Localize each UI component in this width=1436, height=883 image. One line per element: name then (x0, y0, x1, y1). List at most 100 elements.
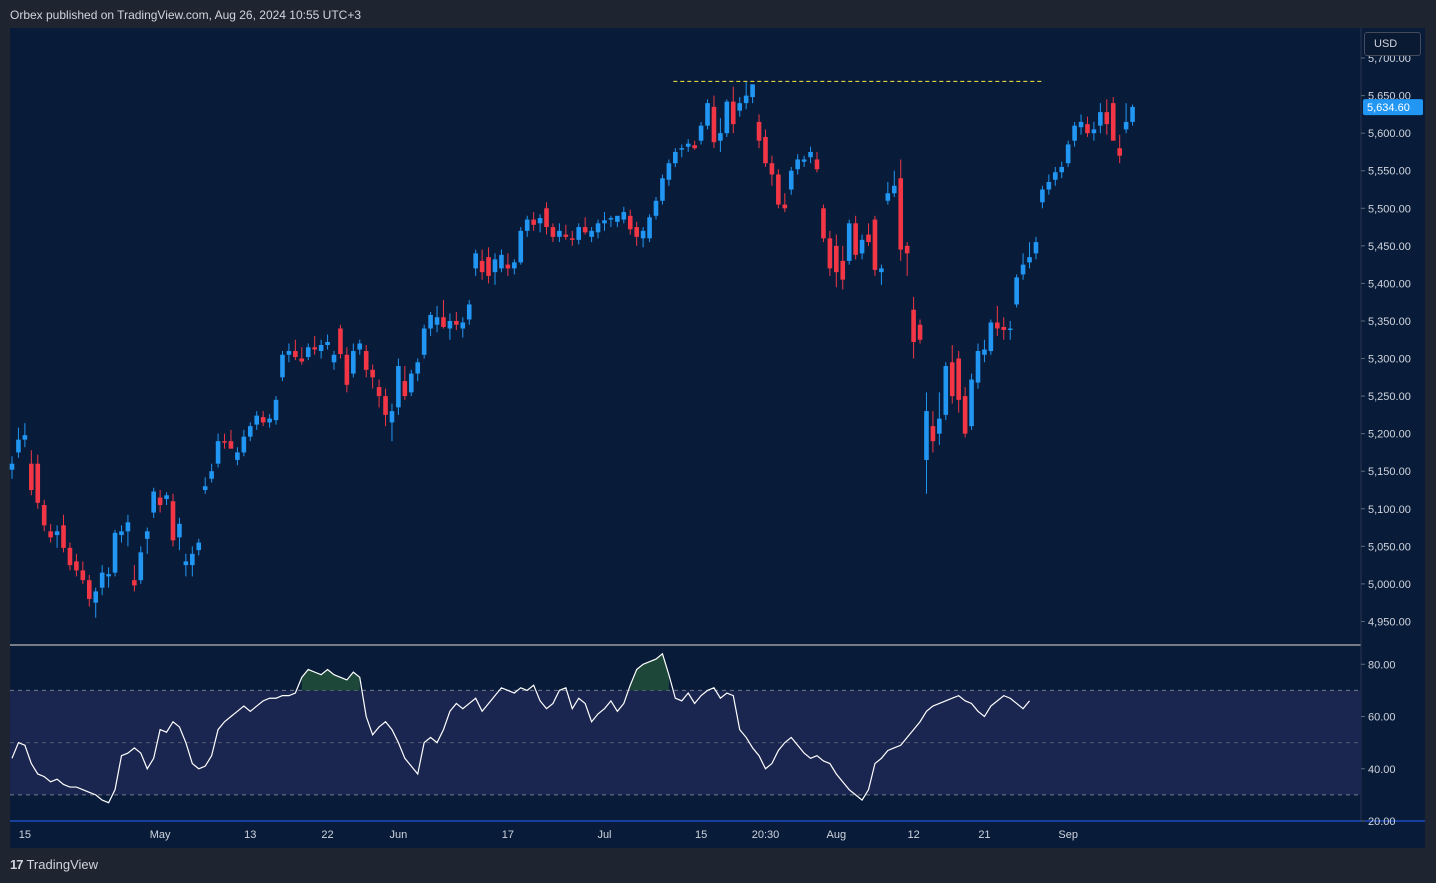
candle-body (280, 354, 285, 378)
candle-body (589, 230, 594, 237)
candle-body (157, 497, 163, 506)
candle-body (737, 103, 743, 111)
candle-body (1033, 242, 1039, 254)
price-pane (10, 28, 1361, 644)
candle-body (1123, 121, 1129, 130)
time-axis (10, 821, 1425, 848)
candle-body (891, 185, 897, 194)
candle-body (460, 322, 466, 329)
candle-body (995, 322, 1000, 329)
candle-body (338, 328, 343, 355)
candle-body (1117, 148, 1122, 156)
candle-body (486, 257, 491, 276)
time-tick-label: Jun (390, 829, 408, 841)
rsi-overbought-fill (301, 669, 360, 691)
candle-body (344, 354, 350, 385)
rsi-tick-label: 60.00 (1368, 712, 1396, 724)
candle-body (788, 170, 794, 190)
candle-body (634, 227, 639, 237)
candle-body (904, 245, 910, 254)
candle-body (479, 260, 485, 273)
candle-body (975, 351, 981, 383)
candle-body (447, 320, 453, 329)
candle-body (9, 463, 15, 470)
candle-body (499, 254, 504, 269)
candle-body (202, 486, 208, 490)
candle-body (827, 238, 833, 269)
candle-body (673, 151, 678, 164)
candle-body (61, 525, 66, 548)
candle-body (924, 411, 929, 460)
candle-body (724, 101, 730, 134)
candle-body (943, 366, 949, 415)
top-bar: Orbex published on TradingView.com, Aug … (0, 0, 1436, 28)
candle-body (537, 218, 543, 224)
candle-body (473, 253, 478, 269)
candle-body (801, 159, 807, 162)
candle-body (22, 435, 28, 440)
candle-body (99, 572, 105, 588)
candle-body (1014, 277, 1019, 305)
candle-body (331, 354, 337, 363)
candle-body (389, 411, 395, 423)
candle-body (718, 133, 723, 141)
candle-body (711, 106, 717, 143)
candle-body (247, 426, 253, 437)
candle-body (215, 441, 221, 464)
time-tick-label: 21 (978, 829, 990, 841)
candle-body (93, 591, 99, 603)
candle-body (949, 362, 955, 397)
candle-body (363, 351, 369, 370)
time-tick-label: 12 (907, 829, 919, 841)
rsi-tick-label: 20.00 (1368, 816, 1396, 828)
candle-body (383, 396, 388, 415)
candle-body (402, 381, 408, 397)
candle-body (582, 227, 588, 233)
candle-body (241, 436, 247, 453)
candle-body (325, 342, 330, 346)
candle-body (576, 227, 582, 240)
candle-body (608, 218, 614, 220)
candle-body (750, 84, 755, 98)
candle-body (756, 121, 762, 141)
candle-body (692, 145, 697, 149)
candle-body (602, 220, 607, 224)
candle-body (29, 463, 34, 490)
candle-body (885, 193, 891, 201)
time-tick-label: 20:30 (752, 829, 780, 841)
candle-body (1020, 264, 1026, 275)
candle-body (512, 262, 517, 269)
bottom-bar (0, 848, 1436, 883)
candle-body (982, 349, 987, 355)
candle-body (505, 264, 511, 269)
candle-body (1052, 172, 1058, 180)
candle-body (144, 531, 150, 539)
currency-button[interactable]: USD (1364, 32, 1421, 56)
candle-body (183, 561, 189, 566)
publish-info: Orbex published on TradingView.com, Aug … (10, 8, 362, 22)
tradingview-logo[interactable]: 17 TradingView (10, 857, 98, 872)
time-tick-label: 15 (19, 829, 31, 841)
last-price-badge (1363, 99, 1423, 116)
candle-body (1001, 326, 1007, 330)
candle-body (795, 159, 800, 170)
time-tick-label: Jul (597, 829, 611, 841)
candle-body (988, 322, 994, 352)
candle-body (557, 230, 562, 237)
candle-body (1027, 257, 1032, 263)
candle-body (396, 366, 401, 408)
candle-body (846, 223, 852, 261)
price-tick-label: 4,950.00 (1368, 616, 1411, 628)
candle-body (41, 505, 47, 526)
price-tick-label: 5,600.00 (1368, 128, 1411, 140)
price-tick-label: 5,100.00 (1368, 504, 1411, 516)
candle-body (962, 396, 968, 434)
rsi-tick-label: 40.00 (1368, 764, 1396, 776)
price-tick-label: 5,500.00 (1368, 203, 1411, 215)
price-tick-label: 5,350.00 (1368, 316, 1411, 328)
candle-body (267, 418, 272, 423)
time-tick-label: 13 (244, 829, 256, 841)
candle-body (782, 204, 788, 209)
price-tick-label: 5,400.00 (1368, 278, 1411, 290)
